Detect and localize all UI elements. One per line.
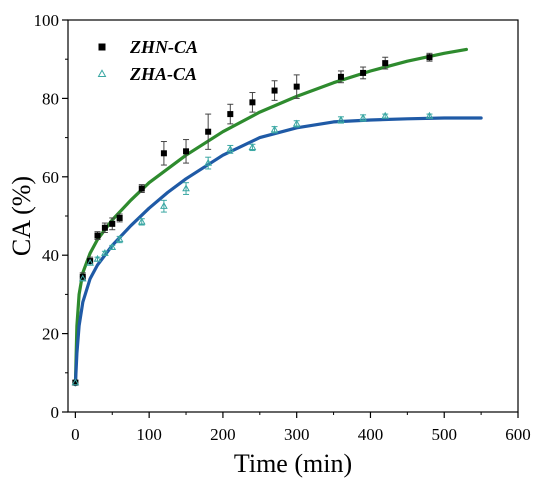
x-tick-label: 0 <box>71 425 80 444</box>
data-point-zhn-ca <box>426 54 433 61</box>
data-point-zha-ca <box>86 258 94 266</box>
data-point-zhn-ca <box>160 150 167 157</box>
data-point-zha-ca <box>204 158 213 166</box>
data-point-zhn-ca <box>138 185 145 192</box>
data-point-zha-ca <box>248 143 257 151</box>
x-tick-label: 400 <box>358 425 384 444</box>
data-point-zhn-ca <box>116 214 123 221</box>
data-point-zha-ca <box>381 111 390 119</box>
data-point-zha-ca <box>359 113 367 121</box>
plot-area <box>67 19 519 413</box>
fit-curve-zha-ca <box>73 116 483 387</box>
y-tick-label: 60 <box>42 168 59 187</box>
fit-curve-zhn-ca <box>73 47 468 387</box>
data-point-zhn-ca <box>249 99 256 106</box>
y-tick-label: 0 <box>51 403 60 422</box>
data-point-zha-ca <box>108 243 117 251</box>
y-tick-label: 20 <box>42 325 59 344</box>
x-tick-label: 300 <box>284 425 310 444</box>
y-tick-label: 80 <box>42 89 59 108</box>
legend-marker-zhn-ca <box>98 43 106 51</box>
data-point-zha-ca <box>137 217 146 225</box>
data-point-zhn-ca <box>79 273 86 280</box>
data-point-zha-ca <box>93 254 102 262</box>
data-point-zhn-ca <box>94 232 101 239</box>
y-axis-title: CA (%) <box>7 176 36 256</box>
data-point-zhn-ca <box>109 220 116 227</box>
data-point-zhn-ca <box>293 83 300 90</box>
axis-ticks <box>62 19 519 418</box>
y-tick-label: 100 <box>34 11 60 30</box>
data-point-zha-ca <box>71 378 80 386</box>
data-point-zhn-ca <box>101 224 108 231</box>
data-point-zhn-ca <box>205 128 212 135</box>
data-point-zha-ca <box>101 248 109 256</box>
data-points <box>71 54 434 386</box>
legend-symbol <box>98 43 106 51</box>
data-point-zhn-ca <box>360 69 367 76</box>
data-point-zha-ca <box>292 119 301 127</box>
legend-marker-zha-ca <box>97 69 107 78</box>
data-point-zhn-ca <box>87 258 94 265</box>
data-point-zhn-ca <box>337 73 344 80</box>
legend-symbol <box>97 69 107 78</box>
data-point-zha-ca <box>182 184 190 192</box>
data-point-zha-ca <box>115 235 124 243</box>
x-tick-label: 100 <box>136 425 162 444</box>
x-tick-label: 200 <box>210 425 236 444</box>
data-point-zha-ca <box>425 111 434 119</box>
x-tick-label: 500 <box>431 425 457 444</box>
x-tick-label: 600 <box>505 425 531 444</box>
data-point-zhn-ca <box>183 148 190 155</box>
tick-labels: 0 100 200 300 400 500 600 0 20 40 60 80 100 <box>34 11 531 444</box>
legend: ZHN-CA ZHA-CA <box>97 37 198 84</box>
data-point-zhn-ca <box>227 111 234 118</box>
fit-curves <box>73 47 483 387</box>
legend-label-zha-ca: ZHA-CA <box>129 64 197 84</box>
data-point-zha-ca <box>337 115 345 123</box>
data-point-zha-ca <box>270 125 279 133</box>
x-axis-title: Time (min) <box>234 449 352 478</box>
legend-label-zhn-ca: ZHN-CA <box>129 37 198 57</box>
data-point-zhn-ca <box>382 60 389 67</box>
data-point-zhn-ca <box>72 379 79 386</box>
data-point-zha-ca <box>160 201 168 209</box>
data-point-zhn-ca <box>271 87 278 94</box>
y-tick-label: 40 <box>42 246 59 265</box>
data-point-zha-ca <box>226 145 235 153</box>
data-point-zha-ca <box>78 274 87 282</box>
